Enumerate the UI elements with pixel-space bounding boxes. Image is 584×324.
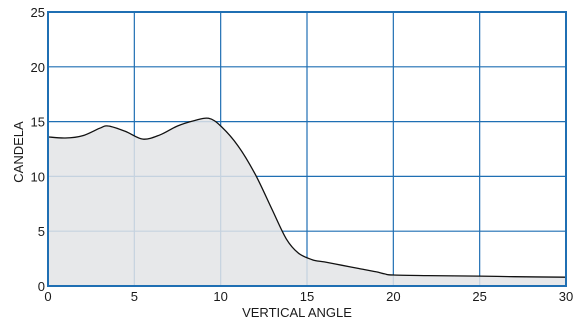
y-tick-label: 5	[38, 224, 45, 239]
x-tick-label: 10	[213, 289, 227, 304]
plot-border	[47, 11, 567, 287]
y-tick-label: 15	[31, 115, 45, 130]
series-area	[48, 118, 566, 286]
x-tick-label: 25	[472, 289, 486, 304]
y-axis-ticks: 0 5 10 15 20 25	[31, 5, 45, 294]
y-tick-label: 10	[31, 169, 45, 184]
x-axis-label: VERTICAL ANGLE	[242, 305, 352, 320]
x-axis-ticks: 0 5 10 15 20 25 30	[44, 289, 573, 304]
y-tick-label: 0	[38, 279, 45, 294]
x-tick-label: 30	[559, 289, 573, 304]
x-tick-label: 5	[131, 289, 138, 304]
series-line	[47, 117, 567, 278]
x-tick-label: 20	[386, 289, 400, 304]
y-tick-label: 20	[31, 60, 45, 75]
y-axis-label: CANDELA	[11, 121, 26, 183]
x-tick-label: 15	[300, 289, 314, 304]
y-tick-label: 25	[31, 5, 45, 20]
x-tick-label: 0	[44, 289, 51, 304]
